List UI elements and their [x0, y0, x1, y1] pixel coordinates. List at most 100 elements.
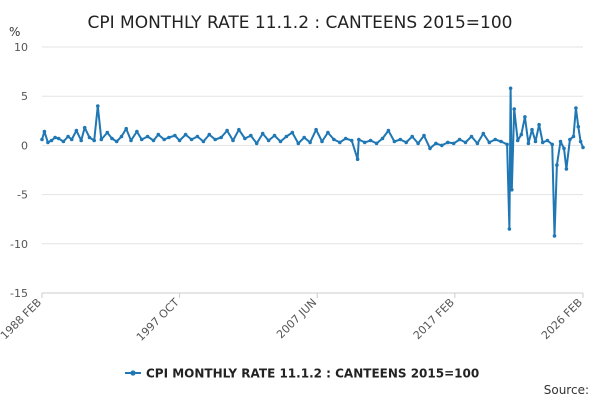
y-tick-label: 10 — [14, 41, 28, 54]
data-point — [40, 137, 44, 142]
y-tick-label: -10 — [10, 238, 28, 251]
data-point — [355, 157, 360, 161]
data-point — [545, 138, 550, 143]
x-tick-label: 1988 FEB — [0, 296, 44, 342]
data-point — [576, 124, 581, 129]
legend-marker-swatch — [130, 370, 136, 376]
data-point — [550, 142, 554, 147]
data-point — [508, 86, 513, 91]
data-point — [533, 139, 538, 144]
data-point — [243, 136, 247, 141]
data-point — [195, 134, 200, 139]
data-point — [404, 140, 409, 145]
data-point — [530, 127, 534, 132]
data-point — [574, 106, 578, 110]
data-point — [213, 137, 217, 142]
data-point — [119, 134, 124, 139]
data-point — [380, 136, 385, 141]
data-point — [145, 134, 150, 139]
data-point — [526, 141, 531, 146]
data-point — [231, 138, 235, 143]
x-tick-label: 2017 FEB — [411, 296, 457, 342]
data-point — [219, 135, 223, 140]
data-point — [487, 140, 492, 145]
data-point — [254, 141, 259, 146]
data-point — [552, 234, 557, 238]
data-point — [69, 137, 74, 142]
data-point — [201, 139, 206, 144]
chart-title: CPI MONTHLY RATE 11.1.2 : CANTEENS 2015=… — [88, 13, 513, 33]
data-point — [183, 132, 188, 137]
series-layer — [40, 86, 585, 238]
data-point — [167, 135, 171, 140]
gridlines — [42, 46, 583, 294]
data-point — [332, 137, 336, 142]
x-tick-label: 2026 FEB — [539, 296, 585, 342]
data-point — [237, 127, 241, 132]
data-point — [564, 167, 569, 171]
y-tick-label: -5 — [17, 189, 28, 202]
data-point — [314, 127, 318, 132]
data-point — [510, 187, 514, 192]
data-point — [49, 138, 54, 143]
data-point — [320, 139, 324, 144]
data-point — [469, 134, 474, 139]
data-point — [249, 133, 253, 138]
data-point — [512, 107, 516, 111]
data-point — [440, 143, 444, 148]
data-point — [278, 139, 283, 144]
data-point — [562, 146, 566, 151]
data-point — [96, 104, 100, 108]
source-label: Source: — [544, 383, 589, 397]
data-point — [173, 133, 177, 138]
data-point — [571, 134, 576, 139]
data-point — [46, 140, 50, 145]
data-point — [74, 128, 79, 133]
data-point — [357, 137, 361, 142]
data-point — [296, 141, 301, 146]
y-tick-label: 5 — [21, 90, 28, 103]
data-point — [568, 137, 572, 142]
data-point — [578, 139, 583, 144]
x-axis-ticks: 1988 FEB 1997 OCT 2007 JUN 2017 FEB 2026 FEB — [0, 292, 585, 344]
data-point — [110, 136, 114, 141]
y-tick-label: 0 — [21, 139, 28, 152]
data-point — [422, 133, 426, 138]
data-point — [189, 137, 194, 142]
data-point — [177, 138, 182, 143]
data-point — [61, 139, 66, 144]
data-point — [338, 140, 342, 145]
data-point — [56, 136, 61, 141]
y-axis-unit-label: % — [9, 25, 20, 39]
data-point — [53, 135, 57, 140]
data-point — [260, 131, 265, 136]
data-point — [42, 129, 47, 134]
data-point — [475, 141, 480, 146]
data-point — [139, 137, 144, 142]
data-point — [207, 132, 212, 137]
data-point — [79, 138, 83, 143]
x-tick-label: 2007 JUN — [274, 296, 319, 341]
data-point — [446, 140, 450, 145]
data-point — [416, 141, 420, 146]
data-point — [82, 125, 87, 130]
x-tick-label: 1997 OCT — [134, 296, 182, 344]
data-point — [558, 139, 563, 144]
data-point — [493, 137, 498, 142]
data-point — [499, 139, 503, 144]
data-point — [349, 138, 354, 143]
data-point — [451, 141, 456, 146]
data-point — [410, 134, 415, 139]
data-point — [519, 132, 524, 137]
data-point — [326, 130, 330, 135]
data-point — [398, 137, 403, 142]
data-point — [87, 135, 92, 140]
data-point — [555, 163, 559, 167]
data-point — [386, 128, 391, 133]
data-point — [135, 129, 139, 134]
series-line — [41, 87, 584, 237]
data-point — [105, 130, 110, 135]
data-point — [99, 137, 104, 142]
data-point — [151, 138, 156, 143]
legend-label: CPI MONTHLY RATE 11.1.2 : CANTEENS 2015=… — [146, 367, 479, 381]
